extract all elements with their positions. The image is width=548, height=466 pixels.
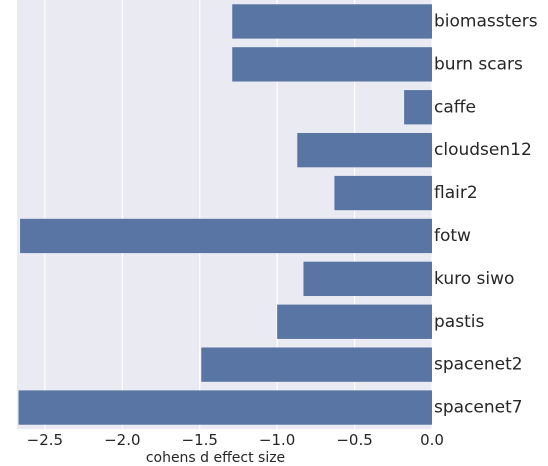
bar-caffe [404,90,432,125]
bar-biomassters [232,4,432,39]
category-label: pastis [434,312,484,332]
x-tick-label: −2.5 [27,431,63,449]
category-label: biomassters [434,11,538,31]
x-tick-label: −1.0 [259,431,295,449]
category-label: burn scars [434,54,523,74]
bar-flair2 [334,175,432,211]
category-label: spacenet7 [434,398,523,418]
bar-spacenet2 [201,347,432,382]
bar-pastis [277,304,432,339]
x-tick-labels: −2.5 −2.0 −1.5 −1.0 −0.5 0.0 [27,431,444,449]
bar-fotw [20,218,432,254]
bar-spacenet7 [18,390,432,425]
bars [18,4,432,425]
x-axis-title: cohens d effect size [146,450,285,466]
bar-burn-scars [232,47,432,82]
x-tick-label: 0.0 [420,431,444,449]
x-tick-label: −2.0 [104,431,140,449]
x-tick-label: −0.5 [336,431,372,449]
category-labels: biomassters burn scars caffe cloudsen12 flai… [434,11,538,417]
bar-kuro-siwo [303,261,432,297]
category-label: cloudsen12 [434,140,532,160]
category-label: flair2 [434,183,478,203]
category-label: fotw [434,226,471,246]
category-label: caffe [434,97,476,117]
x-tick-label: −1.5 [182,431,218,449]
category-label: spacenet2 [434,355,523,375]
bar-cloudsen12 [297,132,432,168]
category-label: kuro siwo [434,269,514,289]
